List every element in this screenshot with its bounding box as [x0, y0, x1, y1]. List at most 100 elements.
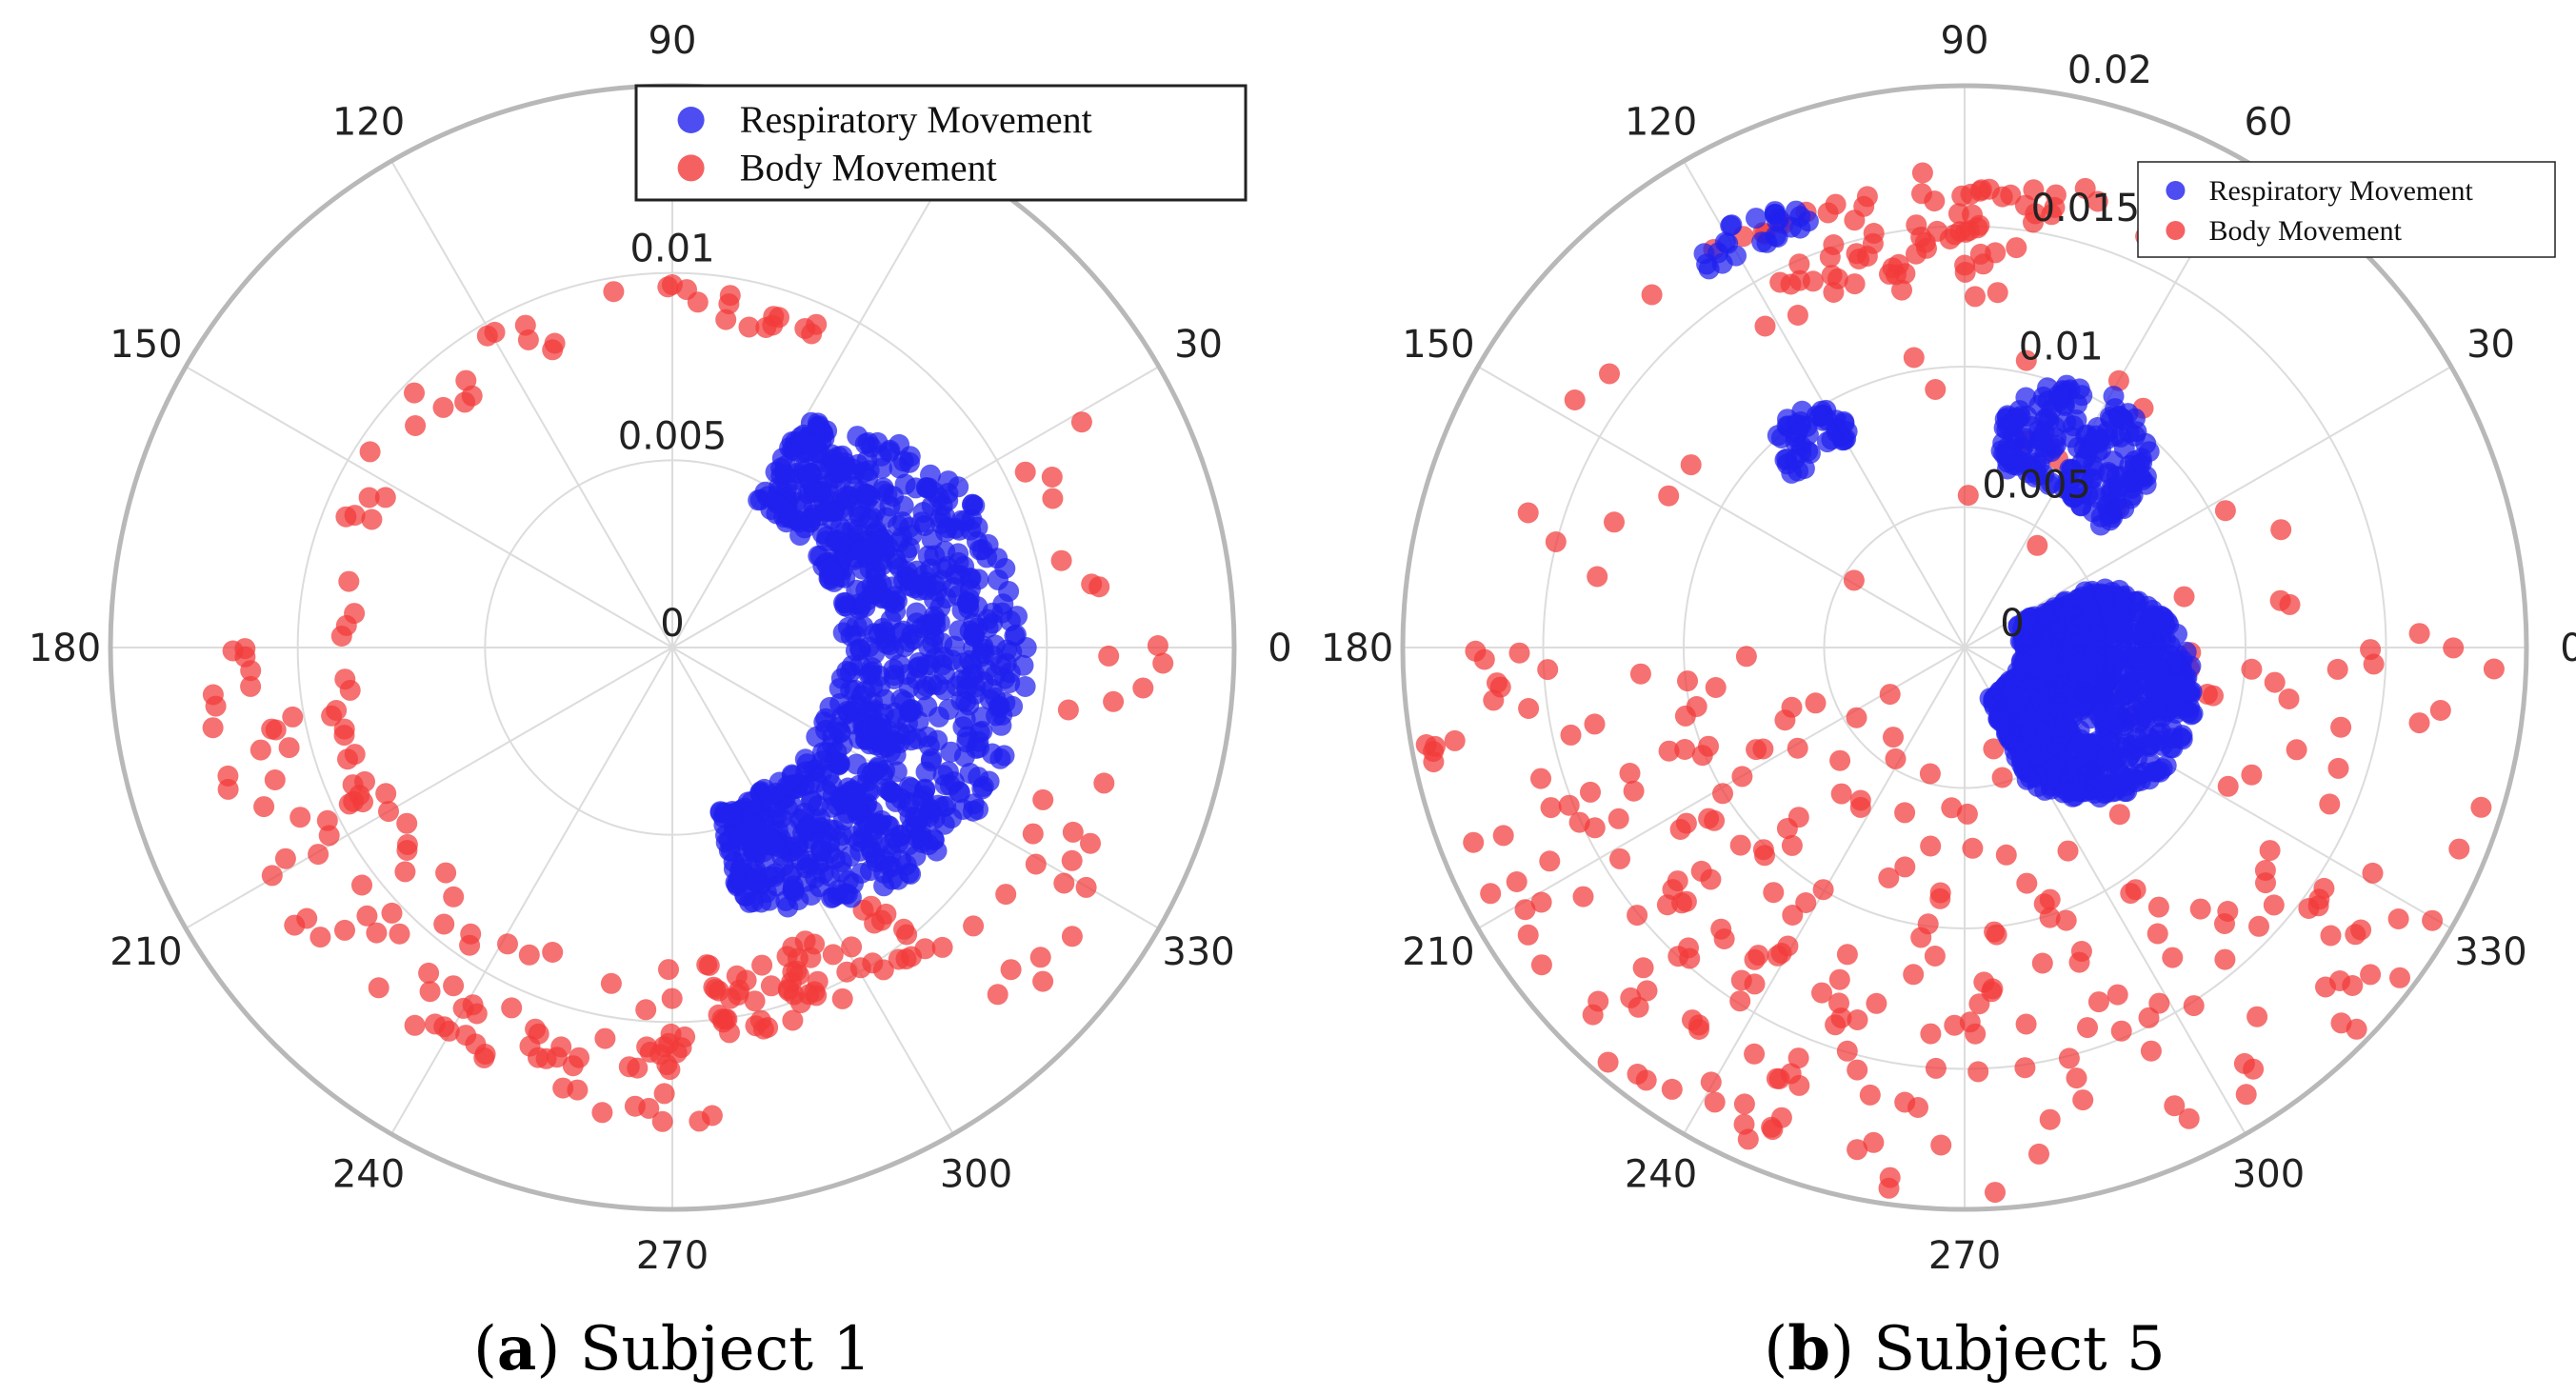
body-movement-point — [2241, 658, 2263, 680]
body-movement-point — [1675, 890, 1697, 912]
body-movement-point — [381, 902, 403, 924]
body-movement-point — [1878, 1177, 1900, 1199]
respiratory-movement-point — [994, 668, 1015, 689]
body-movement-point — [1463, 831, 1485, 853]
respiratory-movement-point — [1693, 243, 1715, 265]
body-movement-point — [358, 487, 380, 509]
respiratory-movement-point — [849, 728, 870, 749]
respiratory-movement-point — [926, 580, 948, 602]
body-movement-point — [787, 947, 809, 969]
body-movement-point — [1075, 876, 1097, 898]
respiratory-movement-point — [1994, 690, 2016, 712]
body-movement-point — [432, 396, 454, 418]
respiratory-movement-point — [870, 728, 892, 749]
body-movement-point — [1580, 781, 1601, 803]
body-movement-point — [282, 706, 304, 728]
radial-tick-label: 0.02 — [2067, 49, 2152, 92]
respiratory-movement-point — [954, 708, 976, 730]
respiratory-movement-point — [2179, 681, 2201, 702]
body-movement-point — [1920, 1023, 1942, 1045]
body-movement-point — [1859, 1084, 1881, 1106]
respiratory-movement-point — [2076, 639, 2098, 661]
respiratory-movement-point — [2065, 752, 2087, 774]
body-movement-point — [2264, 671, 2286, 693]
body-movement-point — [635, 999, 657, 1021]
body-movement-point — [1473, 648, 1495, 670]
body-movement-point — [1787, 305, 1808, 326]
body-movement-point — [1584, 713, 1606, 735]
respiratory-movement-point — [2134, 650, 2156, 672]
body-movement-point — [2044, 196, 2066, 218]
body-movement-point — [864, 912, 886, 934]
caption-open-paren: ( — [473, 1314, 497, 1385]
body-movement-point — [1827, 268, 1848, 289]
body-movement-point — [2387, 908, 2409, 929]
body-movement-point — [2214, 500, 2236, 522]
body-movement-point — [1560, 724, 1582, 746]
body-movement-point — [1944, 1014, 1966, 1036]
body-movement-point — [518, 944, 540, 966]
radial-tick-label: 0.005 — [618, 414, 728, 458]
angular-gridline — [390, 160, 673, 648]
body-movement-point — [562, 1055, 584, 1077]
body-movement-point — [831, 987, 853, 1009]
data-points — [202, 274, 1174, 1132]
body-movement-point — [1658, 485, 1680, 507]
body-movement-point — [1770, 1107, 1792, 1128]
legend-box — [634, 84, 1248, 202]
body-movement-point — [2015, 1013, 2037, 1035]
body-movement-point — [1774, 709, 1796, 731]
body-movement-point — [1733, 1093, 1755, 1115]
body-movement-point — [1863, 223, 1885, 244]
body-movement-point — [1754, 315, 1776, 337]
body-movement-point — [2483, 658, 2505, 680]
panel-caption: (b) Subject 5 — [1764, 1313, 2165, 1385]
body-movement-point — [1986, 924, 2007, 946]
body-movement-point — [744, 990, 766, 1012]
body-movement-point — [2033, 893, 2055, 915]
body-movement-point — [1917, 913, 1939, 935]
body-movement-point — [1972, 253, 1994, 275]
body-movement-point — [351, 874, 372, 896]
body-movement-point — [1423, 751, 1445, 773]
body-movement-point — [822, 944, 844, 966]
respiratory-movement-point — [886, 761, 908, 783]
legend: Respiratory Movement Body Movement — [634, 84, 1248, 202]
body-movement-point — [1658, 740, 1680, 762]
body-movement-point — [1965, 1023, 1987, 1045]
body-movement-point — [1781, 834, 1803, 856]
respiratory-movement-point — [2170, 663, 2192, 684]
respiratory-movement-point — [801, 789, 823, 811]
body-movement-point — [1847, 1139, 1868, 1161]
respiratory-movement-point — [972, 638, 993, 660]
respiratory-movement-point — [1720, 215, 1742, 236]
body-movement-point — [1014, 461, 1036, 483]
body-movement-point — [769, 307, 789, 329]
body-movement-point — [2014, 1057, 2036, 1079]
body-movement-point — [2138, 1007, 2160, 1028]
body-movement-point — [1729, 834, 1751, 856]
legend-label: Respiratory Movement — [2208, 175, 2473, 207]
respiratory-movement-point — [848, 453, 869, 475]
body-movement-point — [501, 997, 523, 1019]
body-movement-point — [1836, 1040, 1858, 1062]
respiratory-movement-point — [795, 761, 817, 783]
body-movement-point — [550, 1036, 572, 1058]
body-movement-point — [1965, 286, 1986, 308]
caption-close-paren: ) — [1830, 1314, 1873, 1385]
body-movement-point — [931, 936, 953, 958]
body-movement-point — [473, 1047, 495, 1068]
polar-boundary — [1400, 83, 2529, 1212]
angular-tick-label: 210 — [1402, 930, 1474, 974]
body-movement-point — [1911, 162, 1933, 184]
body-movement-point — [1041, 467, 1063, 488]
angular-tick-label: 210 — [110, 930, 182, 974]
body-movement-point — [1819, 247, 1841, 268]
body-movement-point — [1444, 729, 1466, 751]
body-movement-point — [712, 1011, 734, 1033]
body-movement-point — [1623, 780, 1645, 802]
respiratory-movement-point — [2057, 469, 2079, 490]
body-movement-point — [2330, 716, 2352, 738]
body-movement-point — [2173, 586, 2195, 608]
body-movement-point — [1619, 763, 1641, 784]
